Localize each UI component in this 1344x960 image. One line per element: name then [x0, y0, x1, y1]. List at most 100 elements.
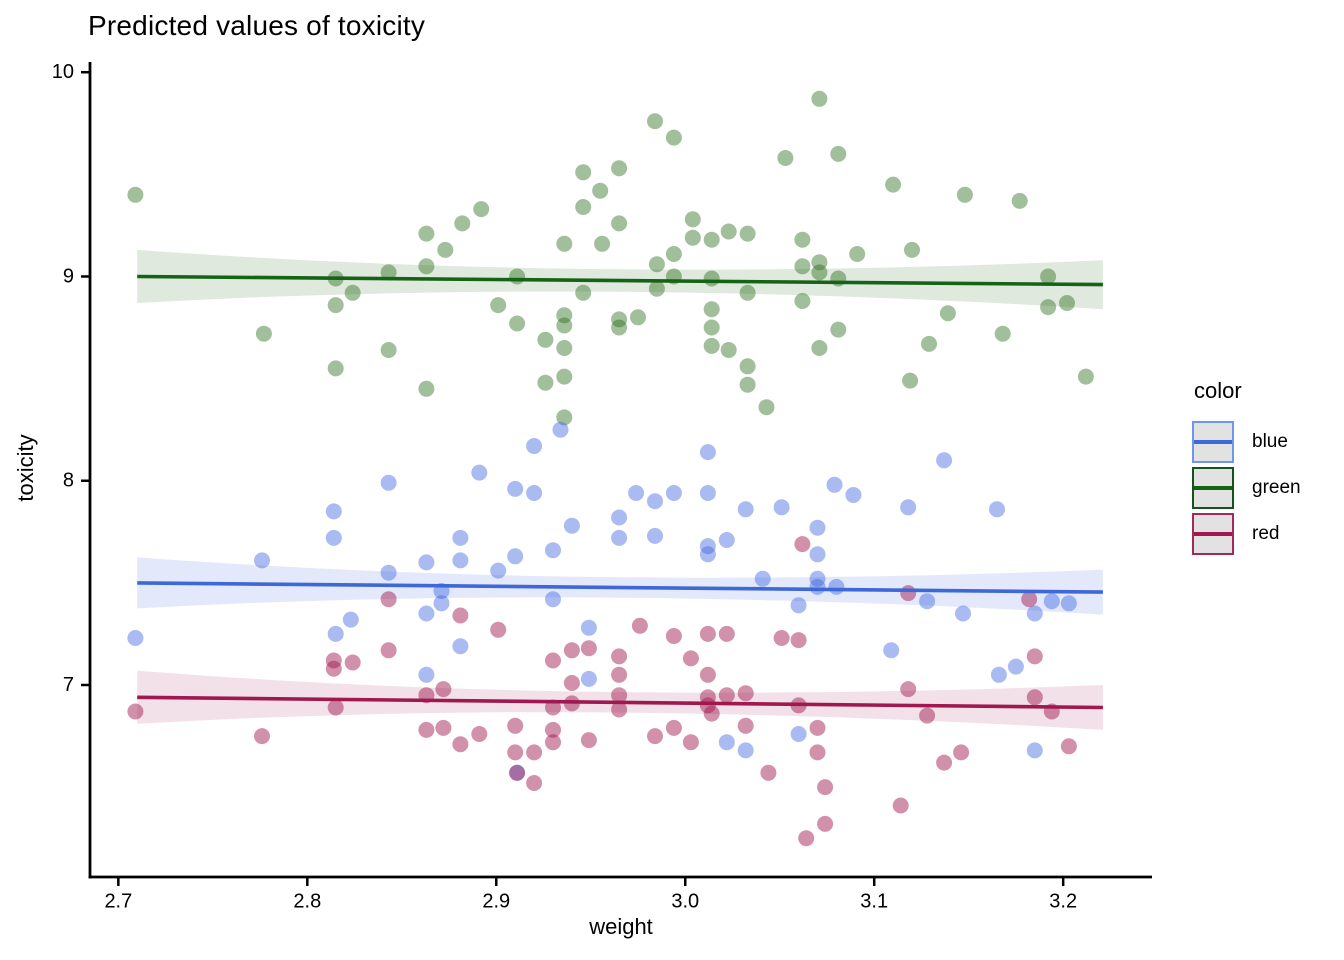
- data-point: [631, 617, 648, 634]
- trend-line-blue: [137, 581, 1103, 594]
- x-tick-label: 2.9: [482, 891, 510, 913]
- legend-key-line-icon: [1194, 440, 1232, 444]
- data-point: [849, 246, 866, 262]
- legend-label: red: [1252, 523, 1280, 544]
- x-tick-label: 3.0: [671, 891, 699, 913]
- legend-title: color: [1194, 378, 1242, 403]
- data-point: [435, 719, 452, 736]
- data-point: [342, 611, 359, 628]
- data-point: [809, 570, 826, 587]
- data-point: [773, 499, 790, 516]
- x-tick-label: 2.7: [104, 891, 132, 913]
- data-point: [327, 297, 344, 314]
- data-point: [682, 734, 699, 751]
- data-point: [611, 687, 628, 704]
- data-point: [936, 754, 953, 771]
- data-point: [794, 258, 811, 275]
- data-point: [454, 215, 471, 232]
- legend-key-green: [1192, 467, 1234, 509]
- data-point: [452, 607, 469, 624]
- data-point: [556, 368, 573, 385]
- data-point: [1060, 595, 1077, 612]
- data-point: [545, 721, 561, 738]
- data-point: [380, 564, 397, 581]
- data-point: [758, 399, 775, 416]
- data-point: [611, 319, 628, 336]
- data-point: [718, 687, 735, 704]
- data-point: [1026, 648, 1043, 665]
- data-point: [537, 374, 554, 391]
- data-point: [452, 638, 469, 655]
- data-point: [490, 297, 507, 314]
- data-point: [809, 546, 826, 563]
- data-point: [828, 578, 845, 595]
- data-point: [1026, 605, 1043, 622]
- data-point: [953, 744, 970, 761]
- data-point: [611, 311, 628, 328]
- data-point: [665, 246, 682, 262]
- data-point: [563, 675, 580, 691]
- data-point: [699, 546, 716, 563]
- data-point: [754, 570, 771, 587]
- confidence-ribbon-red: [137, 670, 1103, 730]
- data-point: [956, 186, 973, 203]
- data-point: [737, 717, 754, 734]
- data-point: [418, 666, 435, 683]
- data-point: [344, 284, 361, 301]
- points-green: [127, 90, 1094, 426]
- data-point: [647, 527, 663, 544]
- x-axis-label: weight: [589, 914, 653, 939]
- data-point: [939, 305, 956, 322]
- data-point: [575, 164, 592, 181]
- data-point: [556, 317, 573, 334]
- data-point: [798, 830, 815, 847]
- data-point: [580, 732, 597, 749]
- data-point: [509, 764, 526, 781]
- data-point: [720, 342, 737, 358]
- data-point: [737, 742, 754, 759]
- data-point: [665, 628, 682, 644]
- data-point: [990, 666, 1007, 683]
- data-point: [327, 625, 344, 642]
- data-point: [526, 744, 543, 761]
- data-point: [1040, 268, 1057, 285]
- data-point: [902, 372, 919, 389]
- data-point: [720, 223, 737, 240]
- y-tick-label: 10: [52, 61, 74, 83]
- data-point: [718, 734, 735, 751]
- data-point: [490, 562, 507, 579]
- data-point: [537, 331, 554, 348]
- data-point: [665, 719, 682, 736]
- data-point: [1060, 738, 1077, 755]
- data-point: [684, 229, 701, 246]
- data-point: [699, 666, 716, 683]
- data-point: [703, 301, 720, 318]
- legend-key-red: [1192, 513, 1234, 555]
- data-point: [452, 529, 469, 546]
- data-point: [777, 150, 794, 166]
- data-point: [900, 499, 917, 516]
- data-point: [919, 707, 936, 724]
- data-point: [699, 444, 716, 461]
- data-point: [471, 726, 488, 742]
- legend-item-red: red: [1192, 513, 1342, 555]
- chart-title: Predicted values of toxicity: [88, 10, 426, 41]
- data-point: [380, 642, 397, 659]
- data-point: [545, 652, 561, 669]
- data-point: [811, 264, 828, 281]
- data-point: [526, 775, 543, 791]
- data-point: [127, 630, 144, 646]
- data-point: [647, 493, 663, 510]
- y-tick-label: 9: [63, 265, 74, 287]
- y-tick-label: 7: [63, 674, 74, 696]
- data-point: [507, 548, 524, 565]
- data-point: [904, 241, 920, 258]
- data-point: [648, 280, 665, 297]
- data-point: [437, 241, 454, 258]
- data-point: [545, 591, 561, 608]
- legend-items: blue green red: [1192, 421, 1342, 555]
- legend-label: blue: [1252, 431, 1288, 452]
- data-point: [703, 319, 720, 336]
- data-point: [1021, 591, 1038, 608]
- data-point: [418, 721, 435, 738]
